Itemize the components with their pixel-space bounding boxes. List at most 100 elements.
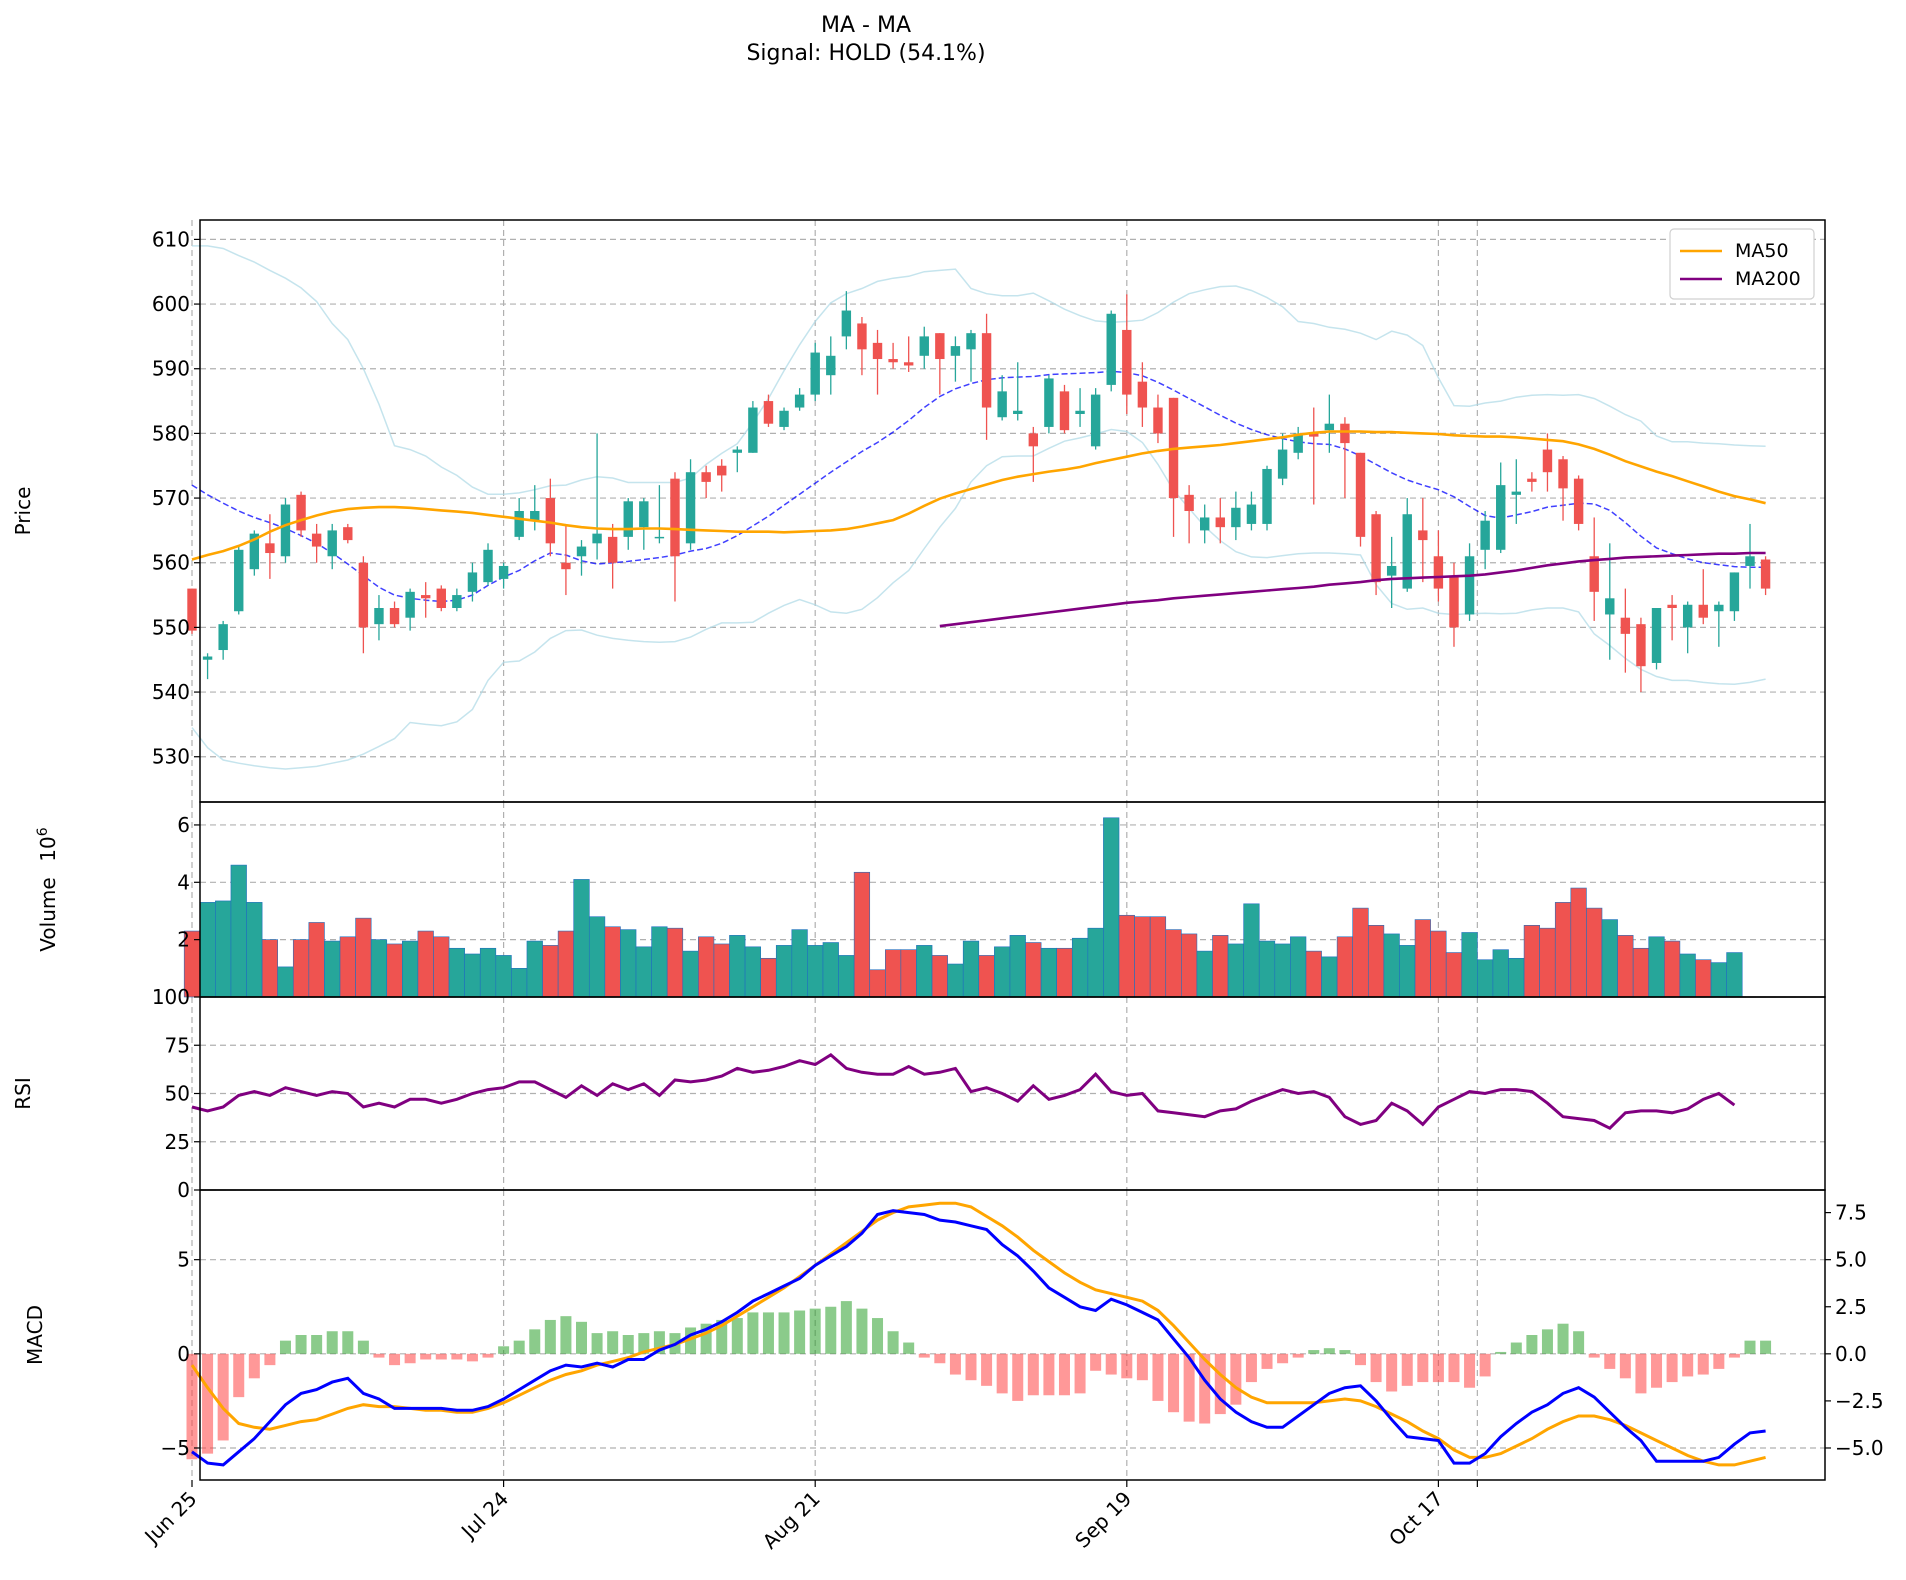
macd-histogram-bar <box>981 1353 993 1386</box>
volume-bar <box>1399 945 1416 998</box>
macd-histogram-bar <box>622 1335 634 1354</box>
volume-bar <box>1367 925 1385 998</box>
macd-histogram-bar <box>389 1353 401 1366</box>
volume-bar <box>199 902 216 998</box>
candle-body <box>841 310 852 337</box>
macd-histogram-bar <box>1386 1353 1398 1392</box>
y-tick-label: 5 <box>177 1248 190 1272</box>
volume-bar <box>1087 927 1104 998</box>
macd-axis-label: MACD <box>23 1305 47 1365</box>
candle-body <box>576 546 587 557</box>
macd-histogram-bar <box>1308 1350 1320 1354</box>
macd-histogram-bar <box>1526 1335 1538 1354</box>
ma200-line <box>939 551 1766 628</box>
candle-body <box>779 410 789 427</box>
volume-bar <box>215 900 232 998</box>
volume-bar <box>1523 925 1540 998</box>
candle-body <box>1090 394 1101 447</box>
macd-histogram-bar <box>1448 1353 1460 1383</box>
right-y-tick-label: −5.0 <box>1835 1436 1884 1460</box>
candle-body <box>1137 381 1148 408</box>
macd-histogram-bar <box>420 1353 432 1360</box>
candle-body <box>218 624 228 651</box>
volume-bar <box>1539 927 1556 998</box>
volume-bar <box>900 949 917 998</box>
macd-histogram-bar <box>996 1353 1008 1394</box>
volume-bar <box>1274 943 1291 998</box>
volume-bar <box>1508 957 1525 998</box>
candle-body <box>1277 449 1288 479</box>
macd-histogram-bar <box>1619 1353 1631 1379</box>
macd-histogram-bar <box>1557 1323 1569 1354</box>
macd-histogram-bar <box>856 1308 868 1354</box>
signal-line <box>190 1201 1766 1467</box>
candle-body <box>1386 565 1397 576</box>
rsi-panel <box>191 1053 1736 1131</box>
candle-body <box>1480 520 1490 550</box>
volume-bar <box>994 946 1011 998</box>
volume-bar <box>853 871 871 998</box>
volume-bar <box>1181 933 1198 998</box>
candle-body <box>639 501 649 528</box>
macd-panel-frame <box>199 1189 1826 1481</box>
volume-bar <box>1664 940 1681 998</box>
volume-bar <box>277 966 294 998</box>
volume-bar <box>666 927 684 998</box>
candle-body <box>997 391 1007 418</box>
macd-histogram-bar <box>762 1312 774 1354</box>
volume-bar <box>1383 933 1400 998</box>
bollinger-lower-line <box>191 428 1766 770</box>
volume-bar <box>542 945 559 998</box>
macd-histogram-bar <box>1495 1351 1507 1354</box>
volume-bar <box>386 943 403 998</box>
macd-histogram-bar <box>1355 1353 1366 1366</box>
macd-histogram-bar <box>1105 1353 1117 1375</box>
candle-body <box>1511 491 1521 495</box>
macd-histogram-bar <box>934 1353 946 1364</box>
volume-bar <box>604 926 621 998</box>
volume-bar <box>1009 935 1026 998</box>
volume-bar <box>557 930 575 998</box>
candle-body <box>1496 485 1506 550</box>
y-tick-label: 530 <box>152 745 190 769</box>
candle-body <box>296 494 306 531</box>
macd-histogram-bar <box>1277 1353 1289 1364</box>
y-tick-label: 580 <box>152 421 190 445</box>
candle-body <box>1215 517 1225 528</box>
macd-histogram-bar <box>825 1306 837 1354</box>
macd-histogram-bar <box>903 1342 915 1354</box>
macd-histogram-bar <box>217 1353 229 1441</box>
macd-histogram-bar <box>607 1331 619 1354</box>
macd-histogram-bar <box>264 1353 276 1366</box>
candle-body <box>935 333 945 360</box>
volume-bar <box>324 940 341 998</box>
candle-body <box>1714 604 1724 612</box>
candle-body <box>903 362 914 366</box>
macd-histogram-bar <box>279 1340 291 1354</box>
macd-histogram-bar <box>685 1327 697 1354</box>
macd-histogram-bar <box>1012 1353 1024 1401</box>
macd-histogram-bar <box>1339 1350 1351 1354</box>
volume-bar <box>1601 919 1618 998</box>
macd-histogram-bar <box>1152 1353 1164 1401</box>
volume-bar <box>1336 936 1354 998</box>
candle-body <box>1589 556 1599 592</box>
macd-histogram-bar <box>357 1340 369 1354</box>
macd-histogram-bar <box>1214 1353 1226 1415</box>
volume-bar <box>1679 953 1696 998</box>
candle-body <box>810 352 820 395</box>
volume-bar <box>1617 935 1634 998</box>
volume-bar <box>807 945 824 998</box>
volume-bar <box>261 939 279 998</box>
macd-histogram-bar <box>1479 1353 1491 1377</box>
volume-bar <box>479 947 497 998</box>
volume-bar <box>1243 903 1260 998</box>
macd-histogram-bar <box>591 1333 603 1354</box>
volume-bar <box>962 940 980 998</box>
macd-panel <box>186 1201 1772 1467</box>
candle-body <box>685 472 696 544</box>
macd-histogram-bar <box>1760 1340 1772 1354</box>
volume-bar <box>370 939 388 998</box>
candle-body <box>249 533 260 570</box>
